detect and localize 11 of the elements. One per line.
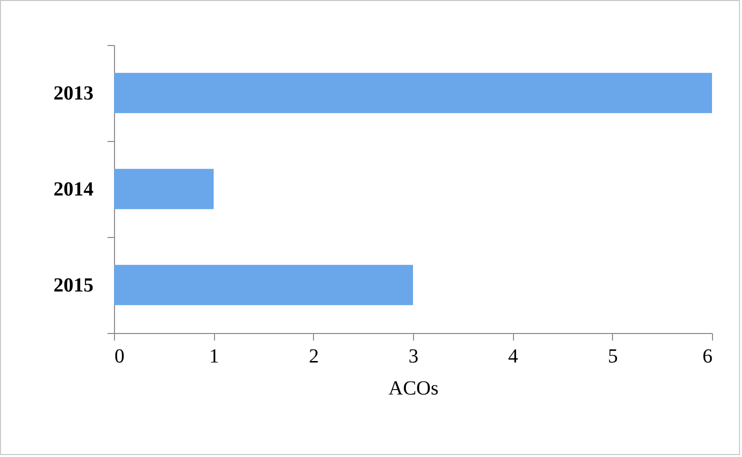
x-axis-title: ACOs (388, 378, 439, 400)
y-tick-label: 2014 (54, 178, 94, 200)
x-tick-label: 1 (209, 346, 220, 368)
x-tick-label: 0 (114, 346, 124, 368)
x-tick-label: 3 (408, 346, 418, 368)
x-tick-label: 2 (308, 346, 319, 368)
x-tick-label: 4 (508, 346, 518, 368)
y-tick-label: 2013 (54, 82, 94, 104)
y-tick-label: 2015 (54, 274, 94, 296)
x-tick-label: 5 (608, 346, 618, 368)
x-tick-label: 6 (702, 346, 712, 368)
